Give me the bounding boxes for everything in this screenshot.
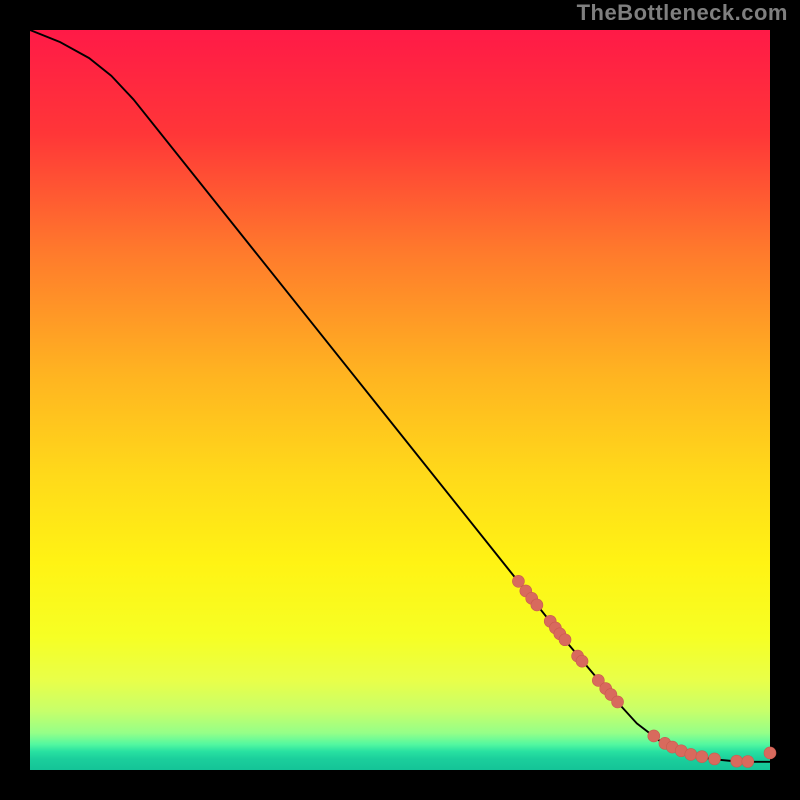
- data-marker: [559, 634, 571, 646]
- watermark: TheBottleneck.com: [577, 0, 788, 26]
- data-marker: [696, 751, 708, 763]
- data-marker: [731, 755, 743, 767]
- gradient-background: [30, 30, 770, 770]
- data-marker: [576, 655, 588, 667]
- data-marker: [709, 753, 721, 765]
- data-marker: [685, 748, 697, 760]
- chart-root: TheBottleneck.com: [0, 0, 800, 800]
- data-marker: [764, 747, 776, 759]
- data-marker: [612, 696, 624, 708]
- data-marker: [531, 599, 543, 611]
- data-marker: [742, 755, 754, 767]
- data-marker: [648, 730, 660, 742]
- chart-svg: [0, 0, 800, 800]
